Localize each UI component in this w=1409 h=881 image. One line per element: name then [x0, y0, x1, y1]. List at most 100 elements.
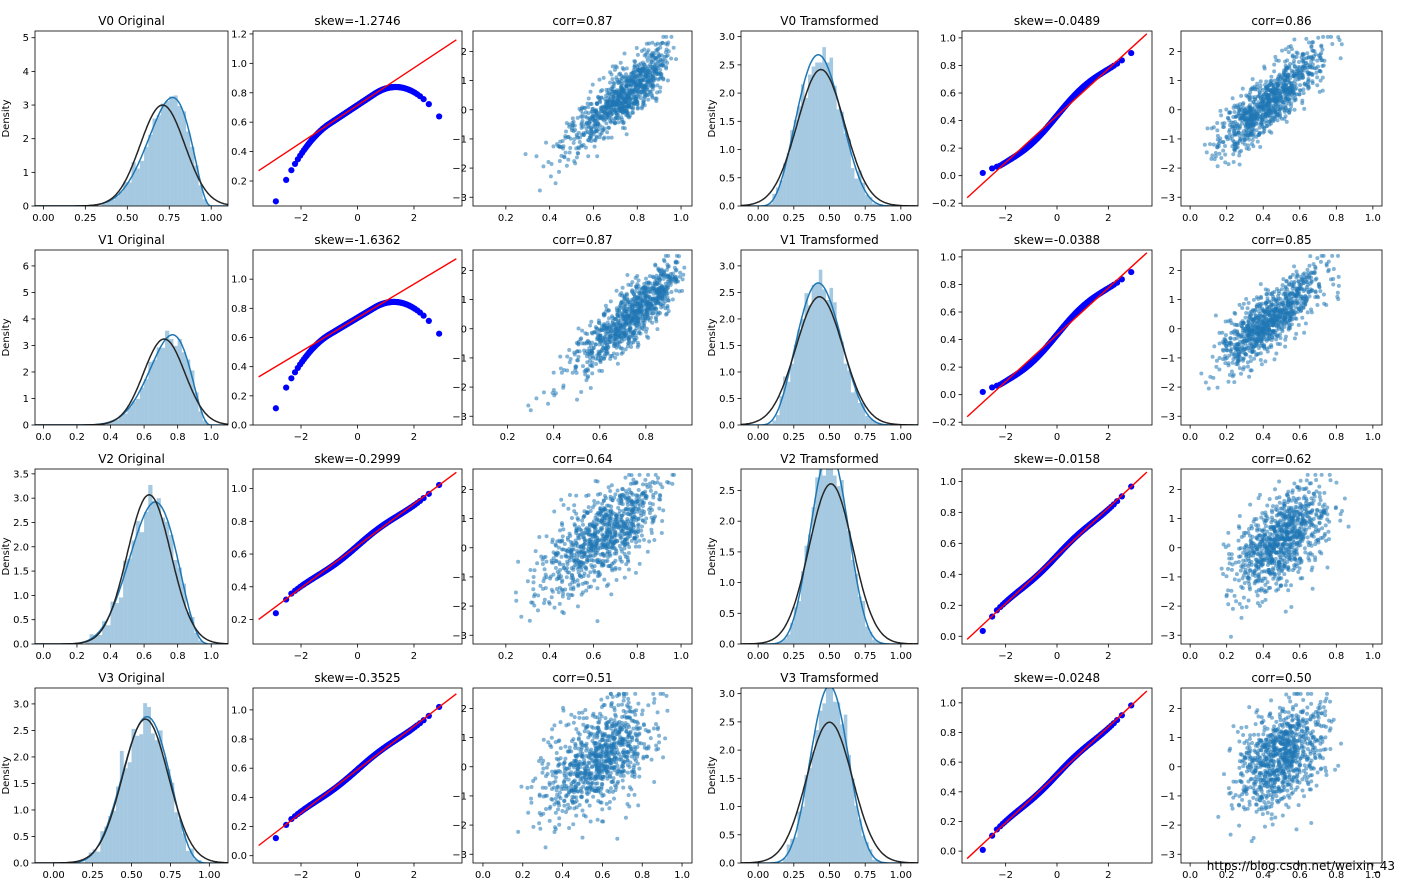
subplot-hist-4: 0.00 0.25 0.50 0.75 1.000.00.51.01.52.02.53.… — [707, 14, 919, 224]
hist-bar — [123, 413, 128, 425]
scatter-point — [662, 259, 667, 264]
scatter-point — [625, 320, 630, 325]
scatter-point — [588, 386, 593, 391]
scatter-point — [603, 340, 608, 345]
scatter-point — [650, 274, 655, 279]
scatter-point — [1262, 344, 1267, 349]
scatter-point — [673, 268, 678, 273]
scatter-point — [1315, 302, 1320, 307]
y-tick-label: −3 — [452, 412, 467, 423]
hist-bar — [850, 392, 855, 425]
scatter-point — [1221, 148, 1226, 153]
scatter-point — [1319, 58, 1324, 63]
scatter-point — [1302, 81, 1307, 86]
y-tick-label: −3 — [1160, 193, 1175, 204]
y-tick-label: −3 — [452, 193, 467, 204]
scatter-point — [610, 319, 615, 324]
scatter-point — [1278, 296, 1283, 301]
scatter-point — [1263, 359, 1268, 364]
x-tick-label: 0.6 — [136, 432, 152, 443]
scatter-point — [608, 80, 613, 85]
scatter-point — [568, 146, 573, 151]
scatter-point — [526, 403, 531, 408]
y-tick-label: 0.5 — [719, 173, 735, 184]
scatter-point — [1217, 151, 1222, 156]
scatter-point — [1311, 48, 1316, 53]
x-tick-label: 0.75 — [854, 432, 876, 443]
scatter-point — [640, 77, 645, 82]
scatter-point — [635, 52, 640, 57]
scatter-point — [589, 348, 594, 353]
scatter-point — [629, 344, 634, 349]
scatter-point — [1237, 162, 1242, 167]
scatter-point — [1314, 66, 1319, 71]
scatter-point — [1227, 118, 1232, 123]
scatter-point — [593, 342, 598, 347]
hist-bar — [173, 345, 178, 425]
hist-bar — [875, 204, 880, 206]
scatter-point — [1251, 86, 1256, 91]
hist-bar — [793, 119, 798, 206]
scatter-point — [567, 360, 572, 365]
scatter-point — [549, 162, 554, 167]
scatter-point — [1246, 318, 1251, 323]
scatter-point — [588, 89, 593, 94]
scatter-point — [590, 340, 595, 345]
scatter-point — [1239, 115, 1244, 120]
scatter-point — [620, 293, 625, 298]
scatter-point — [617, 344, 622, 349]
scatter-point — [588, 363, 593, 368]
scatter-point — [1233, 114, 1238, 119]
scatter-point — [1221, 124, 1226, 129]
scatter-point — [615, 92, 620, 97]
y-tick-label: 1.5 — [719, 117, 735, 128]
scatter-point — [600, 88, 605, 93]
scatter-point — [580, 328, 585, 333]
scatter-point — [1259, 362, 1264, 367]
y-tick-label: 1.2 — [231, 29, 247, 40]
scatter-point — [554, 142, 559, 147]
hist-bar — [783, 376, 787, 425]
scatter-point — [642, 90, 647, 95]
scatter-point — [1298, 83, 1303, 88]
y-tick-label: 2 — [23, 134, 29, 145]
scatter-point — [590, 113, 595, 118]
y-tick-label: 0.6 — [940, 89, 956, 100]
scatter-point — [1310, 81, 1315, 86]
hist-bar — [825, 62, 830, 206]
scatter-point — [1236, 342, 1241, 347]
scatter-point — [1310, 40, 1315, 45]
scatter-point — [612, 67, 617, 72]
scatter-point — [1248, 120, 1253, 125]
scatter-point — [1279, 287, 1284, 292]
axes-frame — [34, 249, 229, 426]
scatter-point — [1316, 53, 1321, 58]
scatter-point — [1309, 65, 1314, 70]
x-tick-label: 0.8 — [1328, 213, 1344, 224]
scatter-point — [1292, 107, 1297, 112]
scatter-point — [1315, 58, 1320, 63]
scatter-point — [1258, 358, 1263, 363]
y-tick-label: 0.2 — [940, 363, 956, 374]
scatter-point — [1331, 267, 1336, 272]
x-tick-label: 0.4 — [542, 213, 558, 224]
scatter-point — [619, 339, 624, 344]
y-tick-label: 2.5 — [719, 60, 735, 71]
hist-bar — [169, 96, 174, 206]
scatter-point — [1229, 369, 1234, 374]
scatter-point — [630, 303, 635, 308]
scatter-point — [633, 298, 638, 303]
scatter-point — [1258, 282, 1263, 287]
x-tick-label: 2 — [1105, 213, 1111, 224]
scatter-point — [658, 85, 663, 90]
qq-point — [436, 113, 443, 120]
scatter-point — [633, 275, 638, 280]
x-tick-label: 0.25 — [74, 213, 96, 224]
qq-point — [1128, 49, 1135, 57]
scatter-point — [1214, 364, 1219, 369]
x-tick-label: 1.00 — [890, 213, 912, 224]
scatter-point — [1324, 302, 1329, 307]
scatter-point — [576, 130, 581, 135]
scatter-point — [602, 325, 607, 330]
scatter-point — [618, 326, 623, 331]
